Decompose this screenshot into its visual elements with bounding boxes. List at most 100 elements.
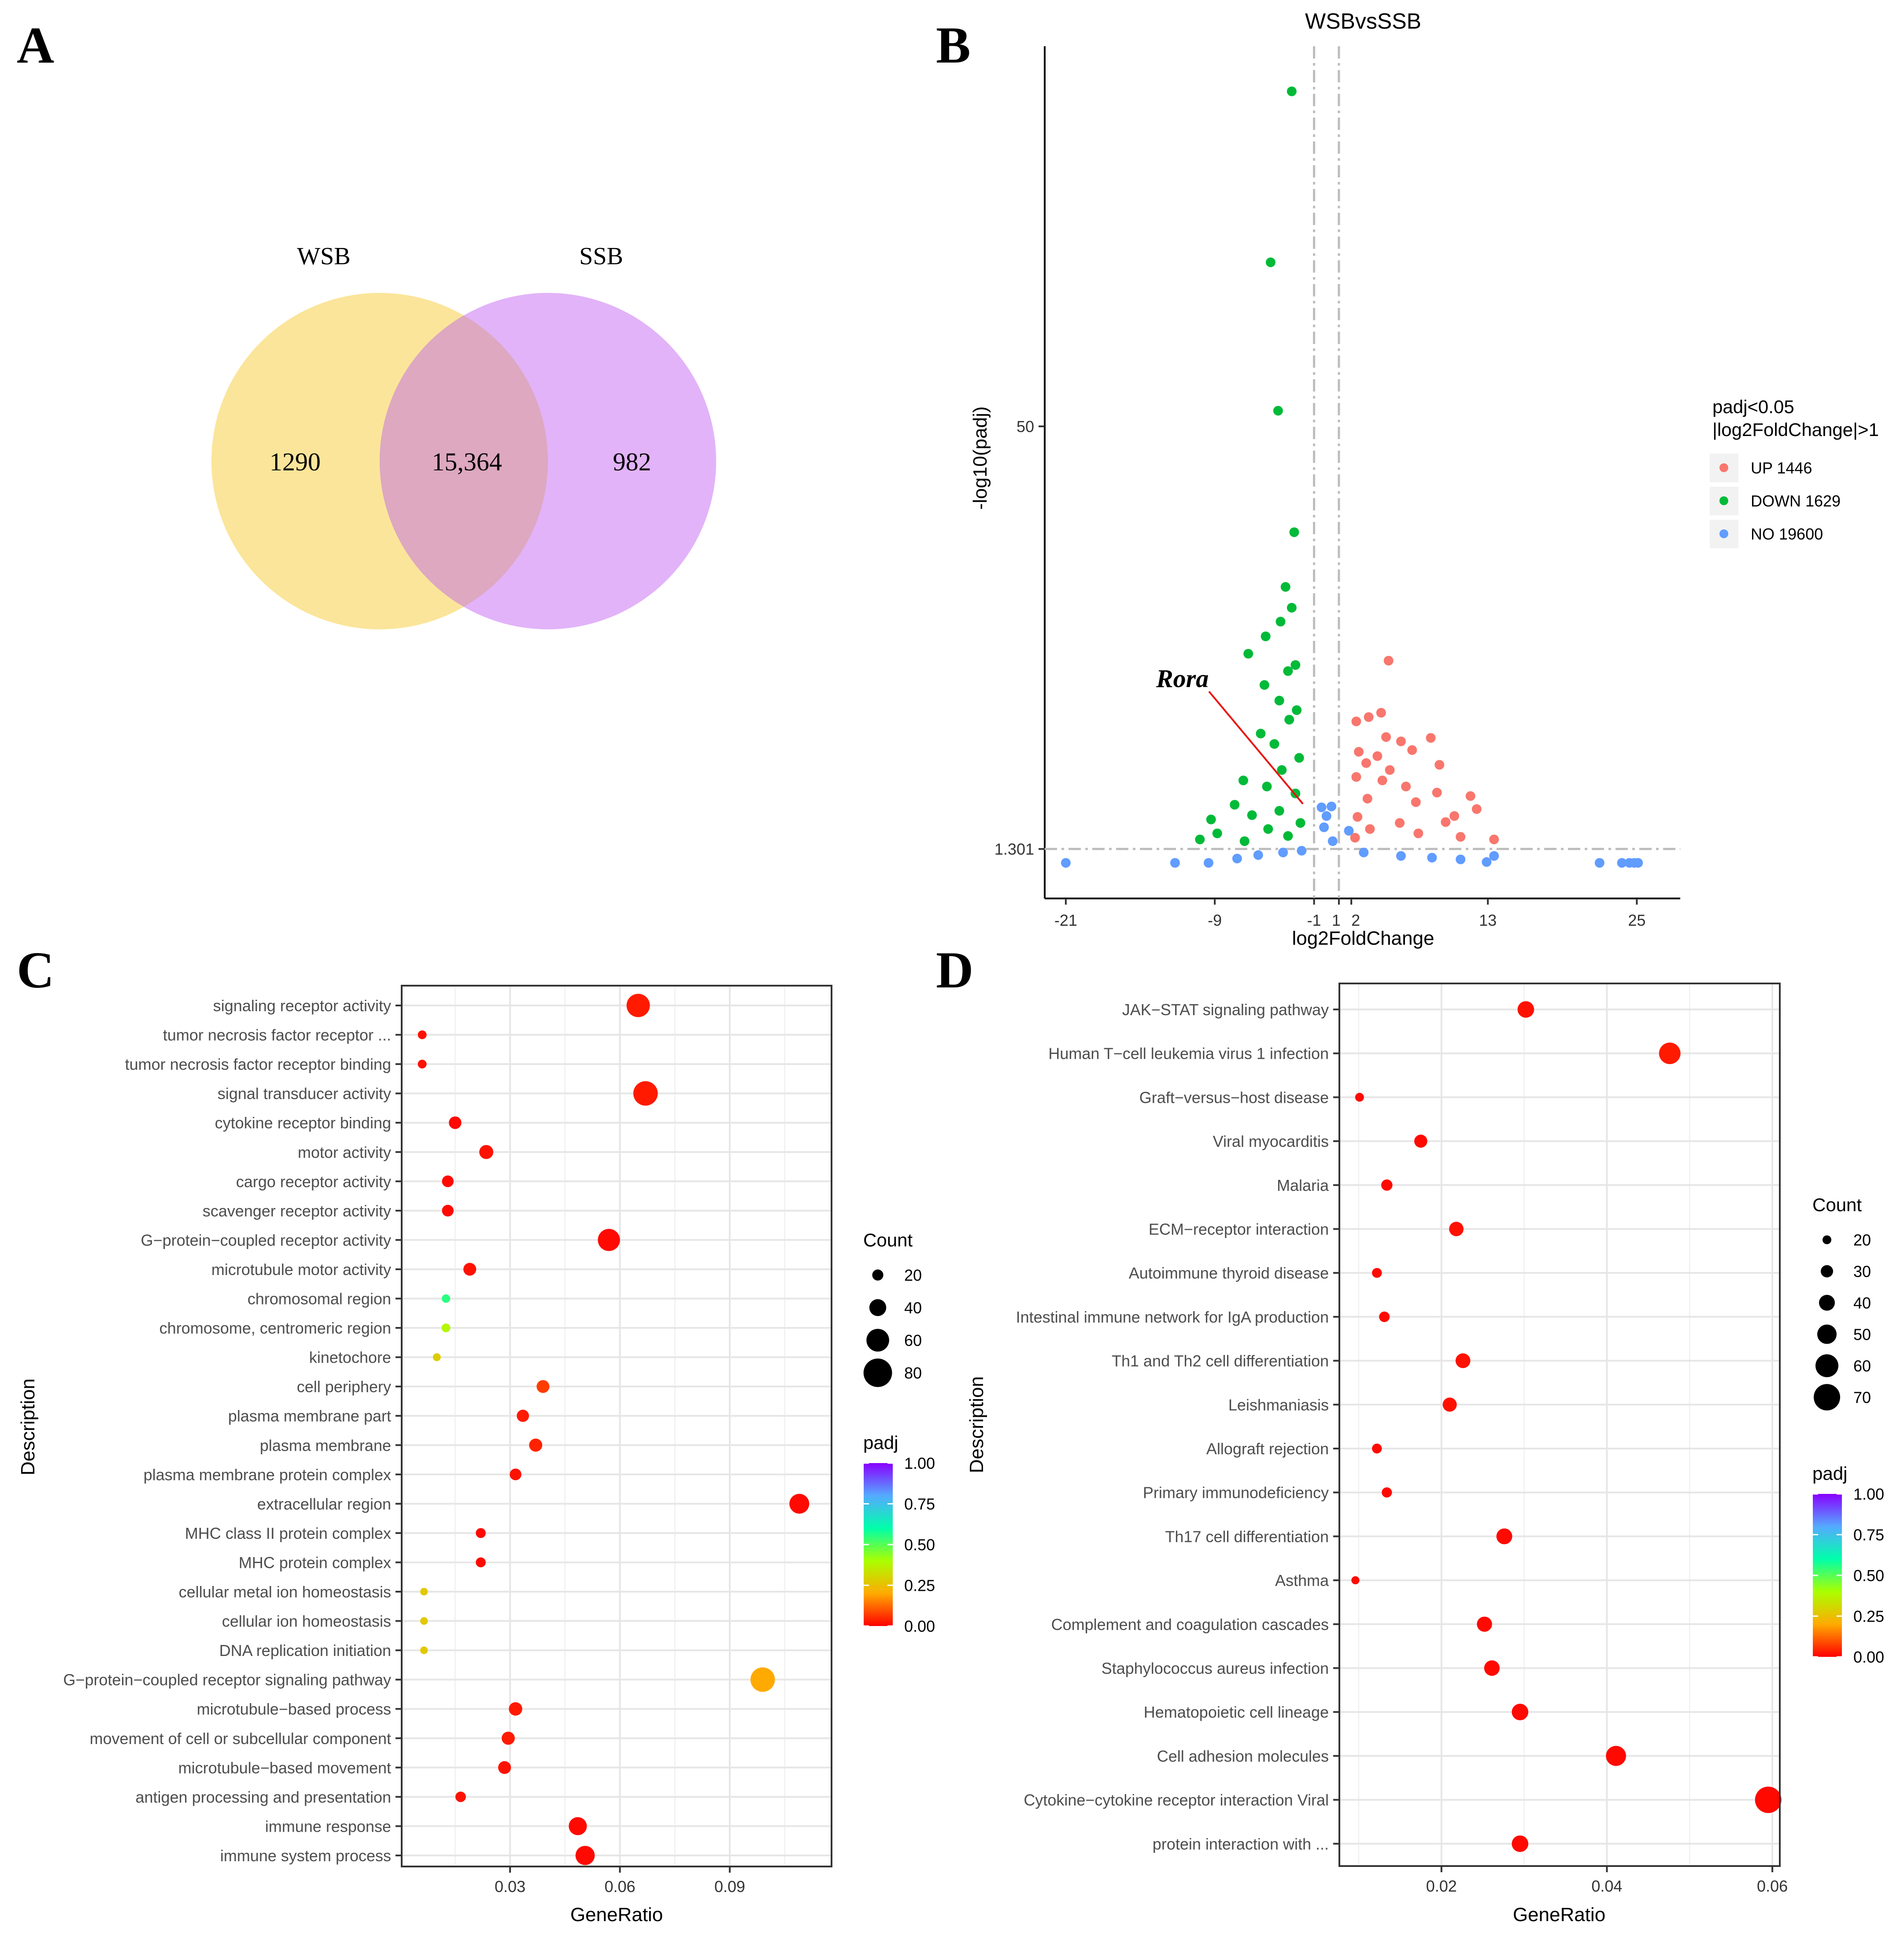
x-tick-label: 0.02 <box>1426 1877 1457 1895</box>
d-point <box>1512 1704 1529 1720</box>
volcano-point <box>1351 772 1361 782</box>
volcano-series-0 <box>1350 656 1499 845</box>
volcano-point <box>1395 818 1405 828</box>
venn-right-only-count: 982 <box>613 447 651 476</box>
c-point <box>509 1702 522 1716</box>
volcano-x-tick-label: 2 <box>1351 911 1360 929</box>
volcano-point <box>1230 800 1240 810</box>
c-point <box>789 1493 810 1514</box>
go-color-legend-title: padj <box>863 1432 898 1453</box>
volcano-point <box>1232 854 1242 864</box>
volcano-point <box>1617 858 1627 868</box>
volcano-point <box>1289 527 1299 537</box>
category-label: Graft−versus−host disease <box>1139 1088 1329 1106</box>
x-tick-label: 0.03 <box>495 1878 525 1896</box>
volcano-point <box>1327 802 1337 812</box>
volcano-point <box>1238 776 1248 786</box>
c-point <box>441 1323 451 1333</box>
category-label: G−protein−coupled receptor signaling pat… <box>63 1671 392 1689</box>
d-point <box>1512 1835 1529 1852</box>
volcano-x-tick-label: -9 <box>1208 911 1222 929</box>
kegg-size-legend: 20 30 40 50 60 70 <box>1814 1231 1871 1411</box>
volcano-point <box>1633 858 1643 868</box>
volcano-point <box>1489 835 1499 845</box>
volcano-point <box>1262 781 1272 791</box>
size-legend-dot <box>1817 1324 1837 1344</box>
panel-d: D JAK−STAT signaling pathway Human T−cell… <box>936 941 1884 1926</box>
kegg-category-labels: JAK−STAT signaling pathway Human T−cell l… <box>1016 1001 1339 1853</box>
go-color-legend: 1.00 0.75 0.50 0.25 0.00 <box>864 1454 935 1635</box>
volcano-point <box>1061 858 1071 868</box>
d-point <box>1755 1786 1782 1813</box>
d-point <box>1484 1660 1500 1676</box>
category-label: cellular ion homeostasis <box>222 1612 391 1630</box>
colorbar-label: 0.50 <box>1853 1567 1884 1585</box>
category-label: antigen processing and presentation <box>136 1788 391 1806</box>
category-label: chromosome, centromeric region <box>159 1319 391 1337</box>
volcano-point <box>1239 836 1250 846</box>
volcano-point <box>1265 257 1275 267</box>
c-point <box>598 1229 620 1251</box>
venn-left-only-count: 1290 <box>270 447 321 476</box>
go-plot-background <box>402 986 832 1866</box>
volcano-point <box>1261 631 1271 641</box>
volcano-x-tick-label: 13 <box>1479 911 1497 929</box>
volcano-point <box>1287 602 1297 613</box>
volcano-point <box>1377 776 1387 786</box>
volcano-point <box>1456 854 1466 865</box>
c-point <box>510 1468 521 1481</box>
category-label: plasma membrane protein complex <box>144 1466 391 1484</box>
volcano-point <box>1278 847 1288 857</box>
c-point <box>420 1617 428 1625</box>
d-point <box>1372 1268 1382 1278</box>
c-point <box>633 1081 658 1106</box>
d-point <box>1414 1135 1427 1148</box>
panel-c-label: C <box>17 941 54 999</box>
category-label: chromosomal region <box>248 1290 391 1308</box>
size-legend-label: 50 <box>1853 1326 1871 1344</box>
c-point <box>536 1380 550 1393</box>
c-point <box>517 1409 529 1422</box>
volcano-point <box>1456 832 1466 842</box>
c-point <box>476 1528 486 1538</box>
volcano-point <box>1427 853 1437 863</box>
volcano-point <box>1401 781 1411 791</box>
volcano-point <box>1287 86 1297 96</box>
volcano-legend-label: NO 19600 <box>1751 525 1823 543</box>
panel-b: B WSBvsSSB -21 -9 -1 1 2 13 25 1.301 50 log2Fol… <box>936 9 1879 949</box>
category-label: Autoimmune thyroid disease <box>1129 1264 1329 1282</box>
colorbar-label: 0.75 <box>1853 1526 1884 1544</box>
panel-a-label: A <box>17 16 54 74</box>
volcano-point <box>1253 850 1263 860</box>
volcano-point <box>1273 406 1283 416</box>
volcano-point <box>1434 760 1445 770</box>
volcano-point <box>1594 858 1605 868</box>
volcano-point <box>1243 649 1253 659</box>
volcano-point <box>1449 811 1460 821</box>
size-legend-label: 80 <box>904 1364 922 1382</box>
size-legend-label: 60 <box>904 1331 922 1349</box>
volcano-point <box>1396 736 1406 747</box>
venn-right-label: SSB <box>579 243 623 270</box>
volcano-point <box>1316 802 1327 813</box>
c-point <box>626 994 650 1017</box>
volcano-points <box>1061 86 1643 868</box>
colorbar-label: 0.00 <box>1853 1648 1884 1666</box>
category-label: MHC protein complex <box>239 1553 391 1571</box>
category-label: scavenger receptor activity <box>203 1202 391 1220</box>
category-label: Viral myocarditis <box>1213 1132 1329 1150</box>
category-label: signaling receptor activity <box>213 997 391 1015</box>
category-label: Complement and coagulation cascades <box>1051 1615 1329 1634</box>
c-point <box>449 1116 462 1129</box>
category-label: microtubule−based movement <box>178 1759 391 1777</box>
colorbar-label: 0.50 <box>904 1536 935 1554</box>
volcano-point <box>1354 747 1364 757</box>
category-label: movement of cell or subcellular componen… <box>90 1730 391 1748</box>
colorbar-label: 0.75 <box>904 1495 935 1513</box>
volcano-point <box>1465 791 1475 801</box>
category-label: Asthma <box>1275 1571 1329 1589</box>
category-label: ECM−receptor interaction <box>1149 1220 1329 1238</box>
category-label: cytokine receptor binding <box>215 1114 391 1132</box>
x-tick-label: 0.06 <box>604 1878 635 1896</box>
colorbar-label: 0.25 <box>1853 1608 1884 1626</box>
